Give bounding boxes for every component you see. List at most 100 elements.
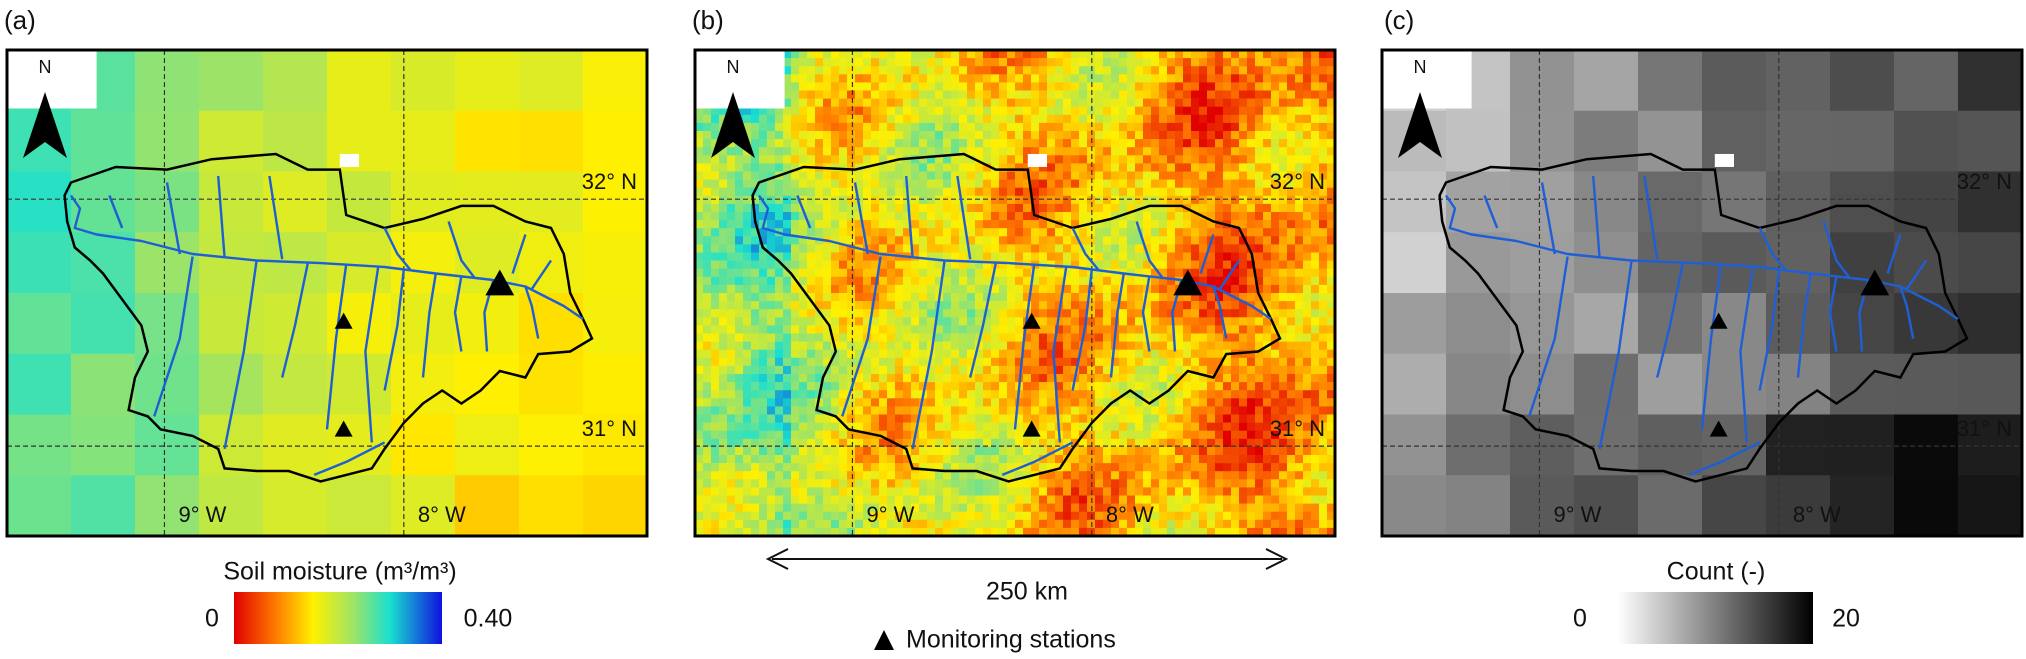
raster-cell (983, 365, 992, 375)
raster-cell (855, 349, 864, 359)
raster-cell (847, 195, 856, 205)
raster-cell (783, 446, 792, 456)
raster-cell (1311, 98, 1320, 107)
raster-cell (879, 220, 888, 229)
raster-cell (1303, 228, 1312, 237)
raster-cell (1287, 382, 1296, 391)
river (1052, 266, 1068, 443)
raster-cell (1159, 479, 1168, 488)
raster-cell (695, 357, 704, 367)
raster-cell (1175, 430, 1184, 440)
raster-cell (831, 527, 840, 536)
raster-cell (735, 163, 744, 172)
raster-cell (847, 147, 856, 156)
raster-cell (879, 511, 888, 521)
raster-cell (999, 187, 1008, 197)
raster-cell (983, 487, 992, 496)
raster-cell (935, 357, 944, 367)
raster-cell (1303, 212, 1312, 221)
river (153, 256, 194, 417)
raster-cell (855, 487, 864, 496)
raster-cell (791, 422, 800, 431)
raster-cell (1263, 455, 1272, 464)
raster-cell (919, 244, 928, 253)
raster-cell (1271, 519, 1280, 529)
raster-cell (1215, 260, 1224, 269)
raster-cell (831, 398, 840, 407)
raster-cell (759, 106, 768, 116)
raster-cell (1263, 171, 1272, 180)
raster-cell (999, 495, 1008, 504)
river (511, 234, 527, 274)
raster-cell (887, 503, 896, 512)
raster-cell (1063, 66, 1072, 75)
raster-cell (1303, 139, 1312, 148)
raster-cell (1207, 82, 1216, 91)
raster-cell (1087, 74, 1096, 83)
raster-cell (1311, 422, 1320, 431)
raster-cell (799, 527, 808, 536)
raster-cell (1167, 487, 1176, 496)
raster-cell (855, 106, 864, 116)
raster-cell (1191, 260, 1200, 269)
raster-cell (847, 252, 856, 261)
raster-cell (1446, 293, 1511, 355)
raster-cell (1207, 131, 1216, 140)
raster-cell (999, 398, 1008, 407)
raster-cell (1151, 82, 1160, 91)
raster-cell (727, 171, 736, 180)
raster-cell (1215, 463, 1224, 472)
raster-cell (911, 293, 920, 302)
raster-cell (1063, 446, 1072, 456)
raster-cell (895, 495, 904, 504)
raster-cell (1327, 139, 1335, 148)
raster-cell (1055, 106, 1064, 116)
raster-cell (959, 301, 968, 310)
raster-cell (871, 90, 880, 99)
raster-cell (807, 479, 816, 488)
raster-cell (791, 139, 800, 148)
raster-cell (855, 122, 864, 132)
raster-cell (1071, 82, 1080, 91)
raster-cell (1279, 487, 1288, 496)
raster-cell (1047, 527, 1056, 536)
raster-cell (783, 147, 792, 156)
raster-cell (1103, 487, 1112, 496)
raster-cell (839, 503, 848, 512)
raster-cell (1023, 220, 1032, 229)
raster-cell (1071, 455, 1080, 464)
raster-cell (951, 365, 960, 375)
raster-cell (1239, 122, 1248, 132)
raster-cell (783, 406, 792, 415)
raster-cell (1015, 187, 1024, 197)
raster-cell (1167, 406, 1176, 415)
raster-cell (847, 228, 856, 237)
raster-cell (775, 527, 784, 536)
raster-cell (1119, 317, 1128, 326)
raster-cell (1183, 382, 1192, 391)
raster-cell (967, 374, 976, 383)
raster-cell (1151, 212, 1160, 221)
raster-cell (1119, 90, 1128, 99)
raster-cell (1247, 414, 1256, 423)
raster-cell (831, 195, 840, 205)
raster-cell (1247, 212, 1256, 221)
raster-cell (1215, 357, 1224, 367)
raster-cell (799, 252, 808, 261)
raster-cell (1183, 301, 1192, 310)
raster-cell (1039, 325, 1048, 334)
raster-cell (967, 519, 976, 529)
raster-cell (1095, 106, 1104, 116)
raster-cell (975, 374, 984, 383)
raster-cell (1446, 171, 1511, 233)
raster-cell (1071, 382, 1080, 391)
raster-cell (1279, 511, 1288, 521)
raster-cell (887, 438, 896, 448)
raster-cell (791, 131, 800, 140)
raster-cell (1143, 220, 1152, 229)
raster-cell (991, 212, 1000, 221)
raster-cell (1287, 406, 1296, 415)
raster-cell (775, 317, 784, 326)
raster-cell (1207, 325, 1216, 334)
raster-cell (815, 341, 824, 350)
